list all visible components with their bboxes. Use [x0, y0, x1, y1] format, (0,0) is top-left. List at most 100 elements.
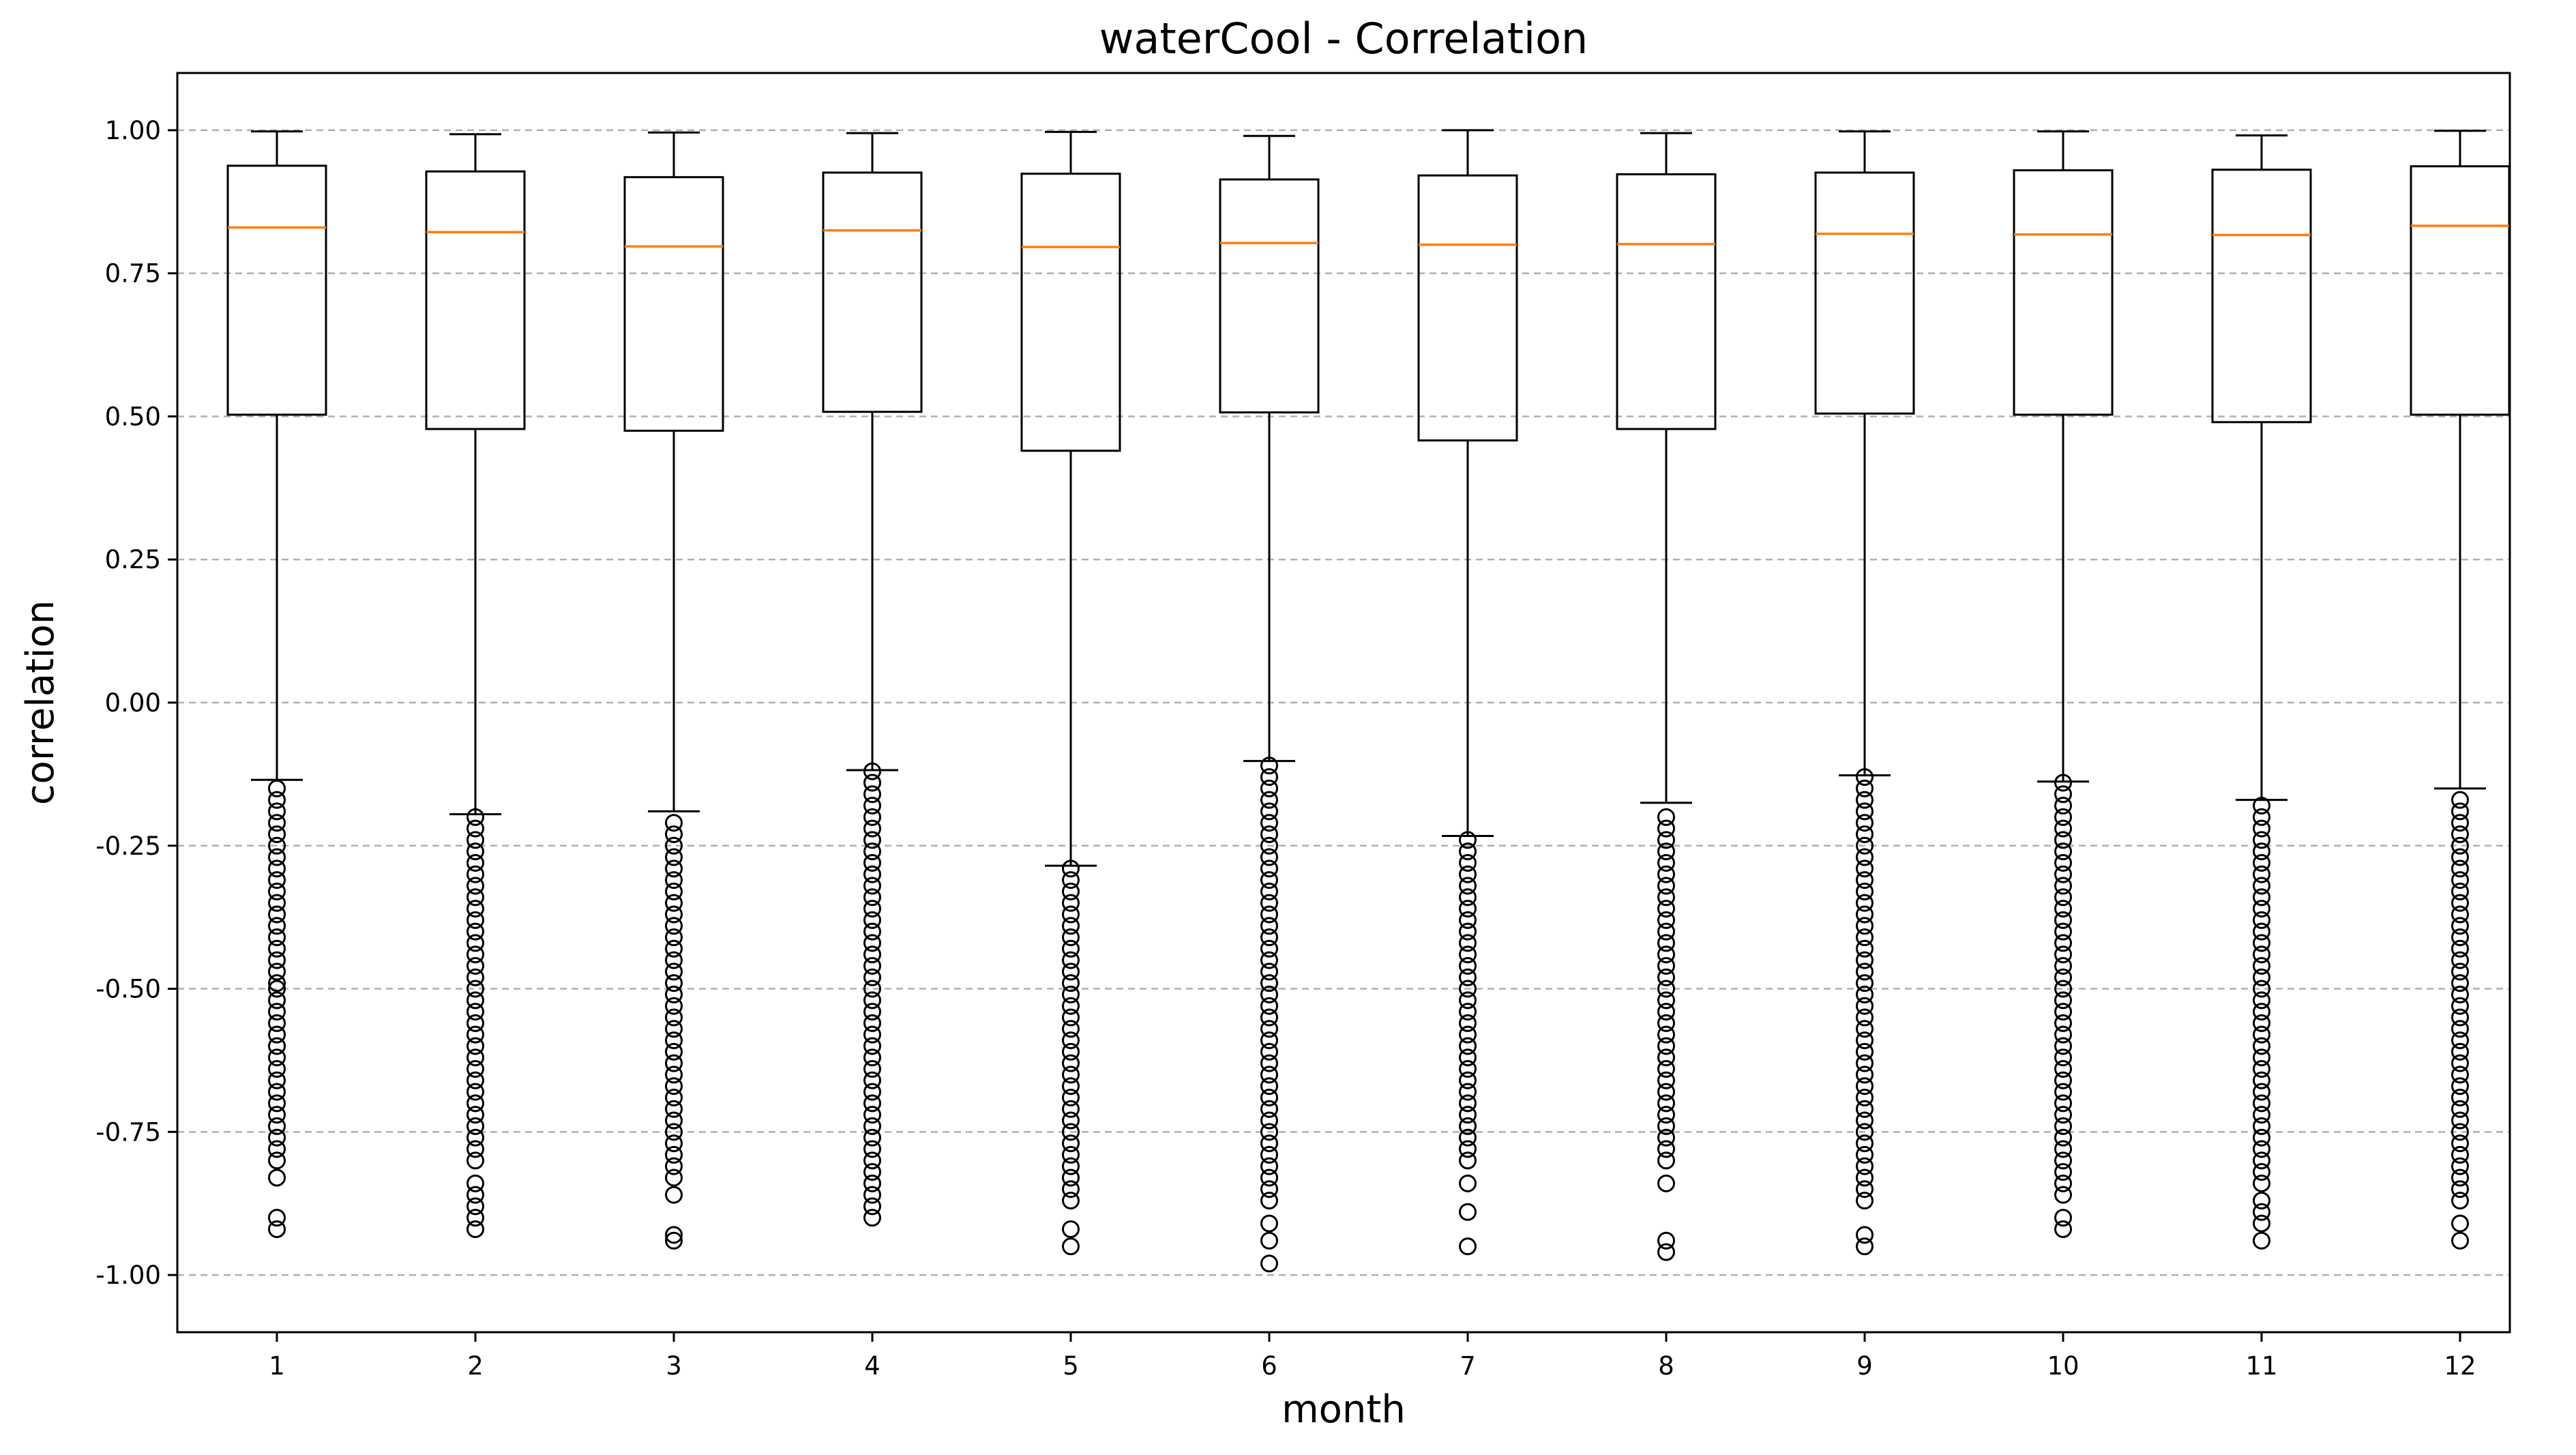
outlier-point [2253, 1071, 2270, 1089]
outlier-point [2054, 1003, 2072, 1021]
outlier-point [2253, 1203, 2270, 1221]
outlier-point [1062, 1042, 1080, 1061]
outlier-point [863, 774, 881, 792]
outlier-point [268, 1083, 286, 1101]
outlier-point [1260, 928, 1278, 947]
outlier-point [2451, 1180, 2469, 1199]
outlier-point [2451, 871, 2469, 890]
outlier-point [1657, 1128, 1675, 1147]
outlier-point [1459, 865, 1477, 883]
box-month-6 [1219, 134, 1320, 1273]
outlier-point [1260, 1100, 1278, 1118]
outlier-point [2451, 882, 2469, 900]
outlier-point [2451, 1111, 2469, 1130]
outlier-point [268, 1071, 286, 1089]
outlier-point [2054, 1083, 2072, 1101]
outlier-point [1856, 1237, 1874, 1256]
outlier-point [2054, 1209, 2072, 1227]
outlier-point [1062, 1100, 1080, 1118]
outlier-point [1657, 1117, 1675, 1135]
outlier-point [1062, 1169, 1080, 1187]
outlier-point [467, 934, 484, 952]
outlier-point [1856, 1031, 1874, 1050]
outlier-point [1062, 905, 1080, 924]
outlier-point [1856, 768, 1874, 787]
outlier-point [1062, 1008, 1080, 1027]
outlier-point [2054, 945, 2072, 964]
outlier-point [1856, 1169, 1874, 1187]
outlier-point [268, 1106, 286, 1124]
outlier-point [1260, 1031, 1278, 1050]
outlier-point [2451, 1169, 2469, 1187]
outlier-point [1459, 1128, 1477, 1147]
outlier-point [2451, 1077, 2469, 1096]
outlier-point [1856, 1157, 1874, 1175]
outlier-point [1459, 1014, 1477, 1032]
outlier-point [2253, 991, 2270, 1010]
outlier-point [665, 962, 683, 981]
outlier-point [863, 922, 881, 941]
outlier-point [1657, 980, 1675, 998]
outlier-point [1260, 974, 1278, 993]
outlier-point [665, 1008, 683, 1027]
iqr-box [1814, 171, 1915, 415]
outlier-point [1856, 1065, 1874, 1084]
outlier-point [863, 1151, 881, 1170]
x-tick-label: 1 [269, 1351, 285, 1381]
outlier-point [467, 865, 484, 883]
outlier-point [1062, 1065, 1080, 1084]
outlier-point [268, 871, 286, 890]
y-tick-label: -1.00 [95, 1261, 161, 1290]
outlier-point [2054, 1014, 2072, 1032]
outlier-point [2451, 1088, 2469, 1106]
outlier-point [1657, 922, 1675, 941]
outlier-point [1856, 1145, 1874, 1164]
outlier-point [2451, 1123, 2469, 1141]
outlier-point [665, 894, 683, 912]
outlier-point [1260, 1054, 1278, 1072]
outlier-point [1856, 791, 1874, 809]
outlier-point [1657, 819, 1675, 838]
outlier-point [1856, 1100, 1874, 1118]
outlier-point [467, 1083, 484, 1101]
outlier-point [2253, 922, 2270, 941]
outlier-point [1260, 951, 1278, 969]
outlier-point [1260, 1077, 1278, 1096]
outlier-point [268, 939, 286, 958]
iqr-box [2211, 168, 2312, 424]
outlier-point [1856, 1192, 1874, 1210]
outlier-point [268, 848, 286, 866]
x-tick-label: 8 [1658, 1351, 1674, 1381]
outlier-point [467, 1025, 484, 1044]
outlier-point [863, 934, 881, 952]
outlier-point [863, 1037, 881, 1055]
outlier-point [1459, 1174, 1477, 1192]
outlier-point [2054, 1174, 2072, 1192]
outlier-point [1459, 877, 1477, 895]
outlier-point [1657, 808, 1675, 826]
outlier-point [665, 1054, 683, 1072]
outlier-point [2451, 905, 2469, 924]
outlier-point [2054, 1163, 2072, 1181]
outlier-point [1856, 1226, 1874, 1244]
outlier-point [1459, 1140, 1477, 1158]
x-tick-label: 5 [1063, 1351, 1079, 1381]
outlier-point [1459, 1083, 1477, 1101]
outlier-point [2253, 1003, 2270, 1021]
outlier-point [665, 1226, 683, 1244]
outlier-point [2451, 962, 2469, 981]
outlier-point [863, 785, 881, 804]
outlier-point [1459, 911, 1477, 929]
outlier-point [1062, 1134, 1080, 1153]
outlier-point [863, 877, 881, 895]
grid-layer [177, 129, 2510, 1276]
outlier-point [2451, 1031, 2469, 1050]
x-tick-label: 11 [2245, 1351, 2277, 1381]
outlier-point [1856, 859, 1874, 878]
outlier-point [467, 956, 484, 975]
outlier-point [1856, 1008, 1874, 1027]
outlier-point [2253, 934, 2270, 952]
outlier-point [2054, 922, 2072, 941]
outlier-point [1459, 934, 1477, 952]
outlier-point [1657, 968, 1675, 986]
